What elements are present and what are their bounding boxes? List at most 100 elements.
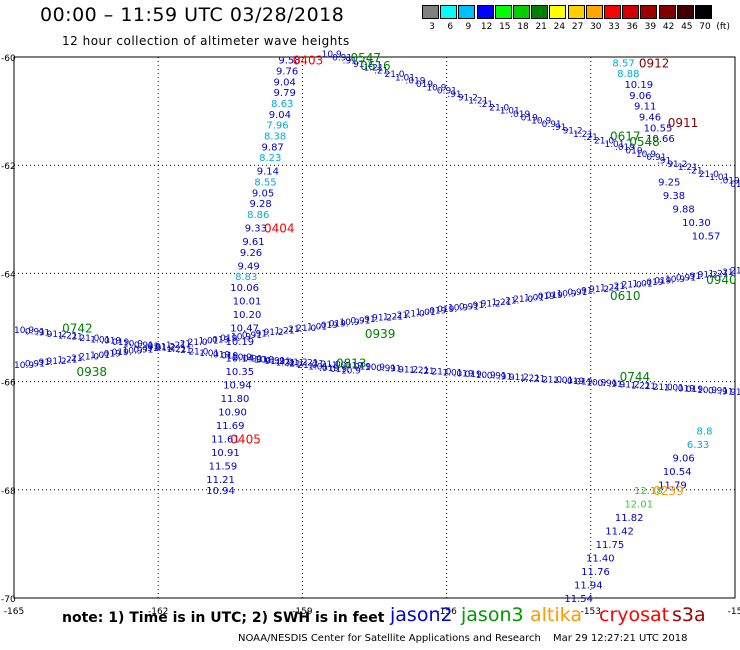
dense-track-mark: 1.21 xyxy=(58,331,78,341)
dense-track-mark: 91.2 xyxy=(264,328,284,338)
y-tick-label: -64 xyxy=(1,270,16,280)
dense-track-mark: .019 xyxy=(101,337,121,347)
wave-height-label: 10.91 xyxy=(211,448,240,459)
wave-height-label: 11.69 xyxy=(216,421,245,432)
wave-height-label: 10.54 xyxy=(663,467,692,478)
dense-track-mark: 21.0 xyxy=(188,338,208,348)
wave-height-label: 10.57 xyxy=(692,232,721,243)
chart-title: 00:00 – 11:59 UTC 03/28/2018 xyxy=(40,4,345,26)
colorbar-label: 36 xyxy=(626,22,638,32)
dense-track-mark: 1.21 xyxy=(167,345,187,355)
dense-track-mark: 10.9 xyxy=(322,50,342,60)
dense-track-mark: 10.9 xyxy=(697,386,717,396)
dense-track-mark: .21. xyxy=(286,360,303,370)
dense-track-mark: 1.01 xyxy=(199,349,219,359)
dense-track-mark: 21.0 xyxy=(79,352,99,362)
dense-track-mark: 21.0 xyxy=(321,360,341,370)
dense-track-mark: .019 xyxy=(405,77,425,87)
wave-height-label: 10.66 xyxy=(646,134,675,145)
dense-track-mark: 0.91 xyxy=(242,331,262,341)
wave-height-label: 9.06 xyxy=(673,453,695,464)
dense-track-mark: 1.21 xyxy=(468,97,488,107)
dense-track-mark: .019 xyxy=(318,321,338,331)
wave-height-label: 9.06 xyxy=(629,91,651,102)
dense-track-mark: .019 xyxy=(643,278,663,288)
wave-height-label: 9.88 xyxy=(673,204,695,215)
colorbar-swatch xyxy=(458,5,476,19)
dense-track-mark: 0.91 xyxy=(646,153,666,163)
dense-track-mark: .91. xyxy=(36,329,53,339)
legend-altika: altika xyxy=(530,604,582,626)
colorbar-label: 70 xyxy=(699,22,711,32)
dense-track-mark: 91.2 xyxy=(156,343,176,353)
dense-track-mark: 21.0 xyxy=(699,170,719,180)
dense-track-mark: .21. xyxy=(531,375,548,385)
dense-track-mark: 0.91 xyxy=(265,356,285,366)
dense-track-mark: 21.0 xyxy=(622,281,642,291)
dense-track-mark: 019. xyxy=(112,348,132,358)
wave-height-label: 7.96 xyxy=(266,121,288,132)
wave-height-label: 12.01 xyxy=(624,499,653,510)
dense-track-mark: 0.91 xyxy=(542,120,562,130)
pass-time-label: 0610 xyxy=(610,289,641,303)
dense-track-mark: 21.0 xyxy=(79,334,99,344)
wave-height-label: 6.33 xyxy=(687,440,709,451)
dense-track-mark: .91. xyxy=(343,57,360,67)
dense-track-mark: .21. xyxy=(479,100,496,110)
pass-time-label: 0938 xyxy=(76,365,107,379)
colorbar-label: 42 xyxy=(662,22,675,32)
wave-height-label: 9.79 xyxy=(274,88,296,99)
wave-height-label: 8.63 xyxy=(271,99,293,110)
colorbar-swatch xyxy=(549,5,567,19)
pass-time-label: 0813 xyxy=(336,357,367,371)
dense-track-mark: .019 xyxy=(454,369,474,379)
dense-track-mark: .21. xyxy=(719,268,736,278)
dense-track-mark: 1.21 xyxy=(600,284,620,294)
wave-height-label: 10.30 xyxy=(682,218,711,229)
dense-track-mark: 1.01 xyxy=(604,140,624,150)
dense-track-mark: .019 xyxy=(343,362,363,372)
pass-time-label: 0911 xyxy=(668,116,699,130)
wave-height-label: 10.19 xyxy=(225,337,254,348)
dense-track-mark: 1.01 xyxy=(395,73,415,83)
wave-height-label: 10.20 xyxy=(233,310,262,321)
chart-subtitle: 12 hour collection of altimeter wave hei… xyxy=(62,34,350,48)
dense-track-mark: 21.0 xyxy=(594,137,614,147)
dense-track-mark: 91.2 xyxy=(47,330,67,340)
wave-height-label: 10.90 xyxy=(218,407,247,418)
colorbar-label: 18 xyxy=(517,22,529,32)
dense-track-mark: 10.9 xyxy=(14,326,34,336)
legend-jason3: jason3 xyxy=(461,604,524,626)
dense-track-mark: 1.21 xyxy=(520,374,540,384)
dense-track-mark: .21. xyxy=(502,297,519,307)
dense-track-mark: 91.2 xyxy=(620,381,640,391)
wave-height-label: 10.55 xyxy=(644,123,673,134)
generation-timestamp: Mar 29 12:27:21 UTC 2018 xyxy=(553,633,688,644)
dense-track-mark: 019. xyxy=(575,378,595,388)
dense-track-mark: 21.0 xyxy=(297,361,317,371)
dense-track-mark: 1.01 xyxy=(633,279,653,289)
dense-track-mark: .019 xyxy=(615,143,635,153)
dense-track-mark: .019 xyxy=(564,377,584,387)
dense-track-mark: 10.9 xyxy=(531,117,551,127)
dense-track-mark: 10.9 xyxy=(636,150,656,160)
dense-track-mark: 019. xyxy=(546,291,566,301)
wave-height-label: 9.49 xyxy=(238,261,260,272)
dense-track-mark: .21. xyxy=(374,67,391,77)
wave-height-label: 9.87 xyxy=(262,142,284,153)
dense-track-mark: 019. xyxy=(465,370,485,380)
pass-time-label: 0404 xyxy=(264,221,295,235)
dense-track-mark: 1.01 xyxy=(500,107,520,117)
dense-track-mark: 1.21 xyxy=(299,359,319,369)
wave-height-label: 8.57 xyxy=(612,58,634,69)
x-tick-label: -159 xyxy=(292,607,313,617)
dense-track-mark: 0.91 xyxy=(243,354,263,364)
dense-track-mark: 10.9 xyxy=(254,356,274,366)
dense-track-mark: 91.2 xyxy=(589,285,609,295)
dense-track-mark: 0.91 xyxy=(25,327,45,337)
wave-height-label: 11.76 xyxy=(581,567,610,578)
wave-height-label: 9.26 xyxy=(240,248,262,259)
dense-track-mark: 21.0 xyxy=(384,70,404,80)
wave-height-label: 11.61 xyxy=(211,434,240,445)
